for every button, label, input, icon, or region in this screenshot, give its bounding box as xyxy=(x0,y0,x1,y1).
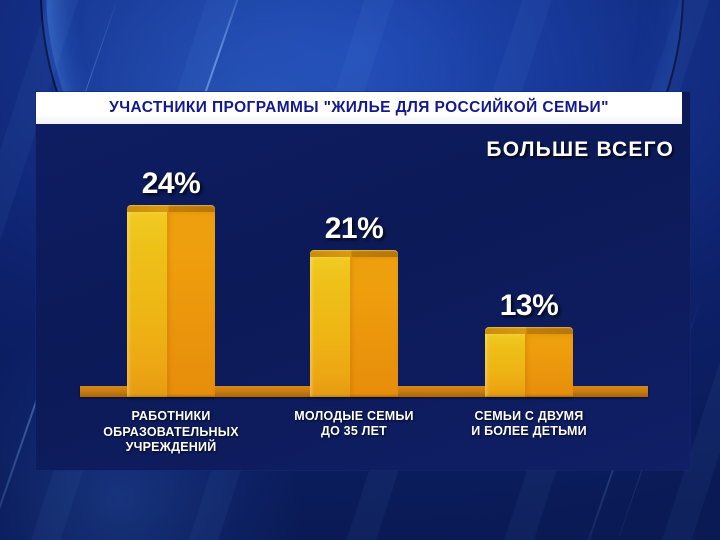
bar-left-face-1 xyxy=(127,212,167,397)
bar-body-3 xyxy=(485,334,573,397)
bar-right-face-3 xyxy=(525,334,573,397)
category-label-1-line-1: РАБОТНИКИ xyxy=(131,409,211,424)
bar-right-face-1 xyxy=(167,212,215,397)
bar-left-face-3 xyxy=(485,334,525,397)
bar-left-face-2 xyxy=(310,257,350,397)
bar-top-cap-3 xyxy=(485,327,573,334)
bar-top-cap-2 xyxy=(310,250,398,257)
category-label-1: РАБОТНИКИ ОБРАЗОВАТЕЛЬНЫХ УЧРЕЖДЕНИЙ xyxy=(71,409,271,456)
bar-2 xyxy=(310,250,398,397)
category-label-3-line-1: СЕМЬИ С ДВУМЯ xyxy=(474,408,584,423)
category-label-2-line-2: ДО 35 ЛЕТ xyxy=(320,424,388,439)
category-label-3-line-2: И БОЛЕЕ ДЕТЬМИ xyxy=(471,424,587,439)
category-label-1-line-2: ОБРАЗОВАТЕЛЬНЫХ xyxy=(103,424,239,439)
page-title: УЧАСТНИКИ ПРОГРАММЫ "ЖИЛЬЕ ДЛЯ РОССИЙКОЙ… xyxy=(109,99,609,116)
category-label-2: МОЛОДЫЕ СЕМЬИ ДО 35 ЛЕТ xyxy=(254,409,454,440)
category-label-1-line-3: УЧРЕЖДЕНИЙ xyxy=(125,440,217,455)
bar-right-face-2 xyxy=(350,257,398,397)
bar-body-1 xyxy=(127,212,215,397)
bar-top-cap-1 xyxy=(127,205,215,212)
bar-value-label-1: 24% xyxy=(141,167,201,200)
subtitle-label: БОЛЬШЕ ВСЕГО xyxy=(486,138,674,161)
bar-value-label-3: 13% xyxy=(499,289,559,322)
bar-1 xyxy=(127,205,215,397)
plot-area: 24% 21% 13% xyxy=(36,92,690,470)
bar-value-label-2: 21% xyxy=(324,212,384,245)
bar-group-3: 13% xyxy=(485,289,573,397)
bar-body-2 xyxy=(310,257,398,397)
bar-group-1: 24% xyxy=(127,167,215,397)
title-banner: УЧАСТНИКИ ПРОГРАММЫ "ЖИЛЬЕ ДЛЯ РОССИЙКОЙ… xyxy=(36,92,682,124)
category-label-3: СЕМЬИ С ДВУМЯ И БОЛЕЕ ДЕТЬМИ xyxy=(429,409,629,440)
bar-group-2: 21% xyxy=(310,212,398,397)
bar-3 xyxy=(485,327,573,397)
category-label-2-line-1: МОЛОДЫЕ СЕМЬИ xyxy=(294,408,414,423)
